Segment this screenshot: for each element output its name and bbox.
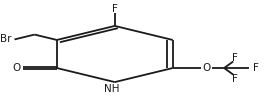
Text: F: F (253, 63, 259, 73)
Text: F: F (232, 74, 237, 84)
Text: O: O (12, 63, 20, 73)
Text: O: O (202, 63, 211, 73)
Text: NH: NH (105, 84, 120, 94)
Text: Br: Br (0, 34, 11, 44)
Text: F: F (112, 4, 118, 14)
Text: F: F (232, 53, 237, 63)
